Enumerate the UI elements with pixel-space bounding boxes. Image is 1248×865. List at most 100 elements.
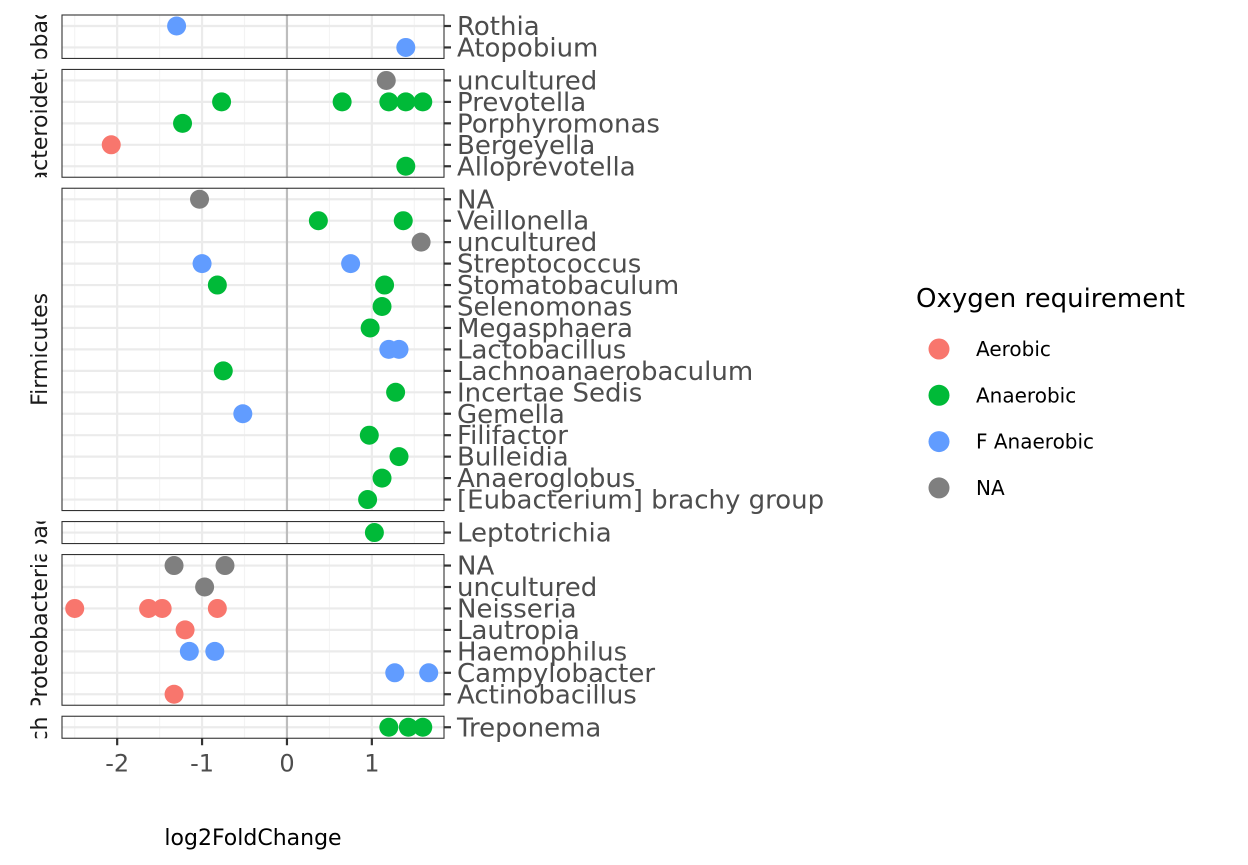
legend-key [928, 477, 950, 499]
data-point-haemophilus-f-anaerobic [179, 641, 199, 661]
y-tick-label: Gemella [457, 400, 565, 430]
data-point-neisseria-aerobic [139, 598, 159, 618]
y-tick-label: Rothia [457, 12, 540, 42]
data-point-na-na [215, 556, 235, 576]
x-axis: -2 -1 0 1 [105, 738, 379, 777]
legend-items: Aerobic Anaerobic F Anaerobic NA [928, 337, 1094, 500]
y-tick-label: [Eubacterium] brachy group [457, 486, 824, 516]
y-tick-label: Bergeyella [457, 131, 595, 161]
y-tick-label: Bulleidia [457, 443, 569, 473]
data-point-porphyromonas-anaerobic [173, 113, 193, 133]
data-point-leptotrichia-anaerobic [364, 523, 384, 543]
panel-border [61, 715, 445, 739]
data-point-treponema-anaerobic [379, 717, 399, 737]
panel-border [61, 520, 445, 545]
y-tick-label: Porphyromonas [457, 109, 660, 139]
data-point-treponema-anaerobic [398, 717, 418, 737]
y-tick-label: Anaeroglobus [457, 464, 635, 494]
data-point-incertae-sedis-anaerobic [386, 382, 406, 402]
data-point-actinobacillus-aerobic [164, 684, 184, 704]
data-point-megasphaera-anaerobic [360, 318, 380, 338]
y-tick-label: Lachnoanaerobaculum [457, 357, 753, 387]
strip-label-spirochaetes: Spirochaetes [28, 656, 53, 799]
y-tick-label: Lactobacillus [457, 335, 626, 365]
y-tick-label: Streptococcus [457, 250, 641, 280]
x-tick-label: 0 [279, 749, 294, 777]
y-tick-label: Veillonella [457, 207, 589, 237]
data-point-selenomonas-anaerobic [372, 297, 392, 316]
y-tick-label: Filifactor [457, 421, 568, 451]
data-point-campylobacter-f-anaerobic [385, 663, 405, 683]
data-point-streptococcus-f-anaerobic [341, 254, 361, 274]
strip-label-wrapper: Actinobacteria [28, 15, 52, 58]
legend-label: Aerobic [976, 337, 1051, 361]
data-point-haemophilus-f-anaerobic [205, 641, 225, 661]
legend-key [928, 431, 950, 453]
data-point-prevotella-anaerobic [332, 92, 352, 112]
strip-label-firmicutes: Firmicutes [28, 293, 53, 406]
data-point-uncultured-na [376, 70, 396, 90]
y-tick-label: Haemophilus [457, 637, 627, 667]
y-tick-label: Actinobacillus [457, 680, 637, 710]
y-tick-label: uncultured [457, 228, 597, 258]
data-point-uncultured-na [195, 577, 215, 597]
data-point-atopobium-f-anaerobic [396, 37, 416, 57]
data-point-campylobacter-f-anaerobic [419, 663, 439, 683]
y-tick-label: NA [457, 185, 494, 215]
data-point-uncultured-na [411, 232, 431, 252]
strip-label-bacteroidetes: Bacteroidetes [28, 47, 53, 199]
facet-panels: AtopobiumRothiaActinobacteriaAlloprevote… [28, 12, 824, 799]
y-tick-label: Treponema [456, 713, 601, 743]
data-point-rothia-f-anaerobic [167, 16, 187, 36]
y-tick-label: uncultured [457, 66, 597, 96]
data-point-veillonella-anaerobic [393, 211, 413, 231]
legend-label: NA [976, 476, 1005, 500]
y-tick-label: NA [457, 552, 494, 582]
strip-label-wrapper: Fusobacteria [28, 522, 52, 544]
data-point-prevotella-anaerobic [212, 92, 232, 112]
y-tick-label: Megasphaera [457, 314, 633, 344]
facet-panel-bacteroidetes: AlloprevotellaBergeyellaPorphyromonasPre… [28, 47, 660, 199]
y-tick-label: Campylobacter [457, 659, 655, 689]
panel-border [61, 187, 445, 512]
data-point-veillonella-anaerobic [308, 211, 328, 231]
x-axis-title: log2FoldChange [164, 826, 341, 851]
y-tick-label: Leptotrichia [457, 519, 612, 549]
strip-label-wrapper: Bacteroidetes [28, 47, 53, 199]
data-point-bulleidia-anaerobic [389, 447, 409, 467]
data-point-gemella-f-anaerobic [233, 404, 253, 424]
x-tick-label: -2 [105, 749, 129, 777]
data-point-anaeroglobus-anaerobic [372, 468, 392, 488]
legend-item-aerobic: Aerobic [928, 337, 1051, 361]
panel-background [62, 15, 444, 59]
data-point-neisseria-aerobic [207, 598, 227, 618]
panel-border [61, 553, 445, 706]
y-tick-label: Neisseria [457, 594, 577, 624]
data-point-lachnoanaerobaculum-anaerobic [213, 361, 233, 381]
strip-label-wrapper: Spirochaetes [28, 656, 53, 799]
panel-border [61, 68, 445, 178]
facet-panel-fusobacteria: Leptotrichia Fusobacteria [28, 519, 612, 549]
data-point-prevotella-anaerobic [413, 92, 433, 112]
data-point-neisseria-aerobic [65, 598, 85, 618]
strip-label-proteobacteria: Proteobacteria [28, 549, 53, 710]
y-tick-label: uncultured [457, 573, 597, 603]
legend-item-f-anaerobic: F Anaerobic [928, 430, 1094, 454]
data-point-prevotella-anaerobic [396, 92, 416, 112]
x-tick-label: -1 [190, 749, 214, 777]
y-tick-label: Alloprevotella [457, 152, 636, 182]
data-point-streptococcus-f-anaerobic [192, 254, 212, 274]
legend-key [928, 338, 950, 360]
x-tick-label: 1 [364, 749, 379, 777]
data-point-lactobacillus-f-anaerobic [389, 339, 409, 359]
legend-key [928, 384, 950, 406]
data-point-treponema-anaerobic [413, 717, 433, 737]
strip-label-wrapper: Firmicutes [28, 293, 53, 406]
y-tick-label: Selenomonas [457, 293, 632, 323]
data-point-na-na [190, 189, 210, 209]
data-point-neisseria-aerobic [152, 598, 172, 618]
panel-border [61, 14, 445, 60]
legend-item-anaerobic: Anaerobic [928, 383, 1076, 407]
